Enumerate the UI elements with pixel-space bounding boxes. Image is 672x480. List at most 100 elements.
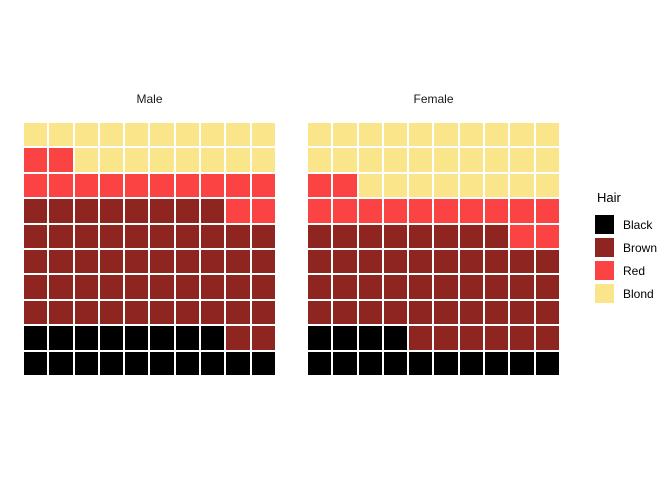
waffle-cell-red [485,199,509,223]
waffle-cell-blond [409,148,433,172]
waffle-cell-blond [485,148,509,172]
waffle-cell-brown [308,224,332,248]
waffle-cell-brown [409,249,433,274]
waffle-cell-brown [150,275,174,299]
waffle-cell-red [175,173,200,198]
waffle-cell-black [175,326,200,350]
waffle-cell-black [485,351,509,375]
waffle-cell-blond [485,173,509,198]
waffle-cell-black [535,351,559,375]
waffle-cell-brown [99,300,124,325]
waffle-cell-brown [251,326,275,350]
waffle-cell-brown [308,300,332,325]
waffle-cell-brown [74,249,98,274]
waffle-cell-blond [535,123,559,147]
waffle-cell-red [535,224,559,248]
waffle-cell-black [383,351,408,375]
legend-swatch-brown [595,238,614,257]
waffle-cell-brown [99,275,124,299]
waffle-cell-blond [409,123,433,147]
waffle-cell-blond [434,148,458,172]
waffle-cell-brown [409,326,433,350]
waffle-cell-brown [434,275,458,299]
waffle-cell-black [99,326,124,350]
waffle-cell-blond [434,123,458,147]
waffle-cell-brown [175,249,200,274]
waffle-cell-blond [358,123,382,147]
waffle-cell-brown [333,224,357,248]
waffle-cell-black [150,351,174,375]
waffle-cell-red [383,199,408,223]
waffle-cell-black [49,326,73,350]
waffle-cell-brown [459,326,484,350]
waffle-cell-brown [333,249,357,274]
waffle-cell-red [434,199,458,223]
waffle-cell-brown [99,224,124,248]
waffle-cell-black [49,351,73,375]
waffle-cell-brown [308,275,332,299]
waffle-cell-blond [74,148,98,172]
waffle-cell-brown [510,249,534,274]
waffle-cell-blond [150,123,174,147]
waffle-cell-blond [383,123,408,147]
waffle-cell-blond [333,123,357,147]
waffle-cell-black [201,326,225,350]
waffle-cell-brown [150,199,174,223]
waffle-cell-black [226,351,250,375]
waffle-cell-brown [308,249,332,274]
waffle-cell-blond [434,173,458,198]
legend-label-red: Red [623,263,646,278]
waffle-cell-brown [333,300,357,325]
waffle-cell-brown [251,275,275,299]
legend-entry-brown: Brown [595,238,657,257]
waffle-cell-blond [150,148,174,172]
waffle-cell-red [510,199,534,223]
waffle-cell-blond [383,173,408,198]
waffle-cell-blond [251,123,275,147]
waffle-cell-blond [409,173,433,198]
waffle-cell-blond [510,148,534,172]
waffle-cell-brown [49,199,73,223]
waffle-cell-black [201,351,225,375]
waffle-cell-blond [24,123,48,147]
waffle-cell-brown [24,275,48,299]
waffle-cell-blond [535,173,559,198]
waffle-cell-brown [535,300,559,325]
waffle-cell-brown [49,275,73,299]
waffle-cell-brown [226,275,250,299]
waffle-cell-brown [434,249,458,274]
waffle-cell-blond [459,123,484,147]
waffle-cell-blond [201,148,225,172]
waffle-cell-brown [535,275,559,299]
waffle-cell-red [510,224,534,248]
waffle-grid-female [308,123,559,375]
waffle-cell-brown [175,275,200,299]
legend-label-black: Black [623,217,653,232]
waffle-cell-blond [485,123,509,147]
waffle-cell-brown [251,300,275,325]
waffle-cell-brown [49,300,73,325]
waffle-cell-brown [459,224,484,248]
waffle-cell-black [333,326,357,350]
waffle-cell-brown [150,224,174,248]
waffle-cell-brown [201,199,225,223]
waffle-cell-black [74,351,98,375]
facet-title-female: Female [413,92,454,106]
legend-label-brown: Brown [623,240,658,255]
waffle-cell-brown [24,300,48,325]
waffle-cell-red [226,173,250,198]
waffle-cell-red [358,199,382,223]
waffle-cell-brown [485,249,509,274]
waffle-cell-brown [226,326,250,350]
waffle-cell-brown [459,275,484,299]
waffle-cell-brown [150,249,174,274]
waffle-cell-brown [175,300,200,325]
waffle-cell-brown [99,249,124,274]
waffle-cell-brown [49,249,73,274]
waffle-cell-brown [251,249,275,274]
waffle-cell-blond [226,123,250,147]
waffle-cell-blond [74,123,98,147]
waffle-cell-black [175,351,200,375]
waffle-cell-red [24,148,48,172]
